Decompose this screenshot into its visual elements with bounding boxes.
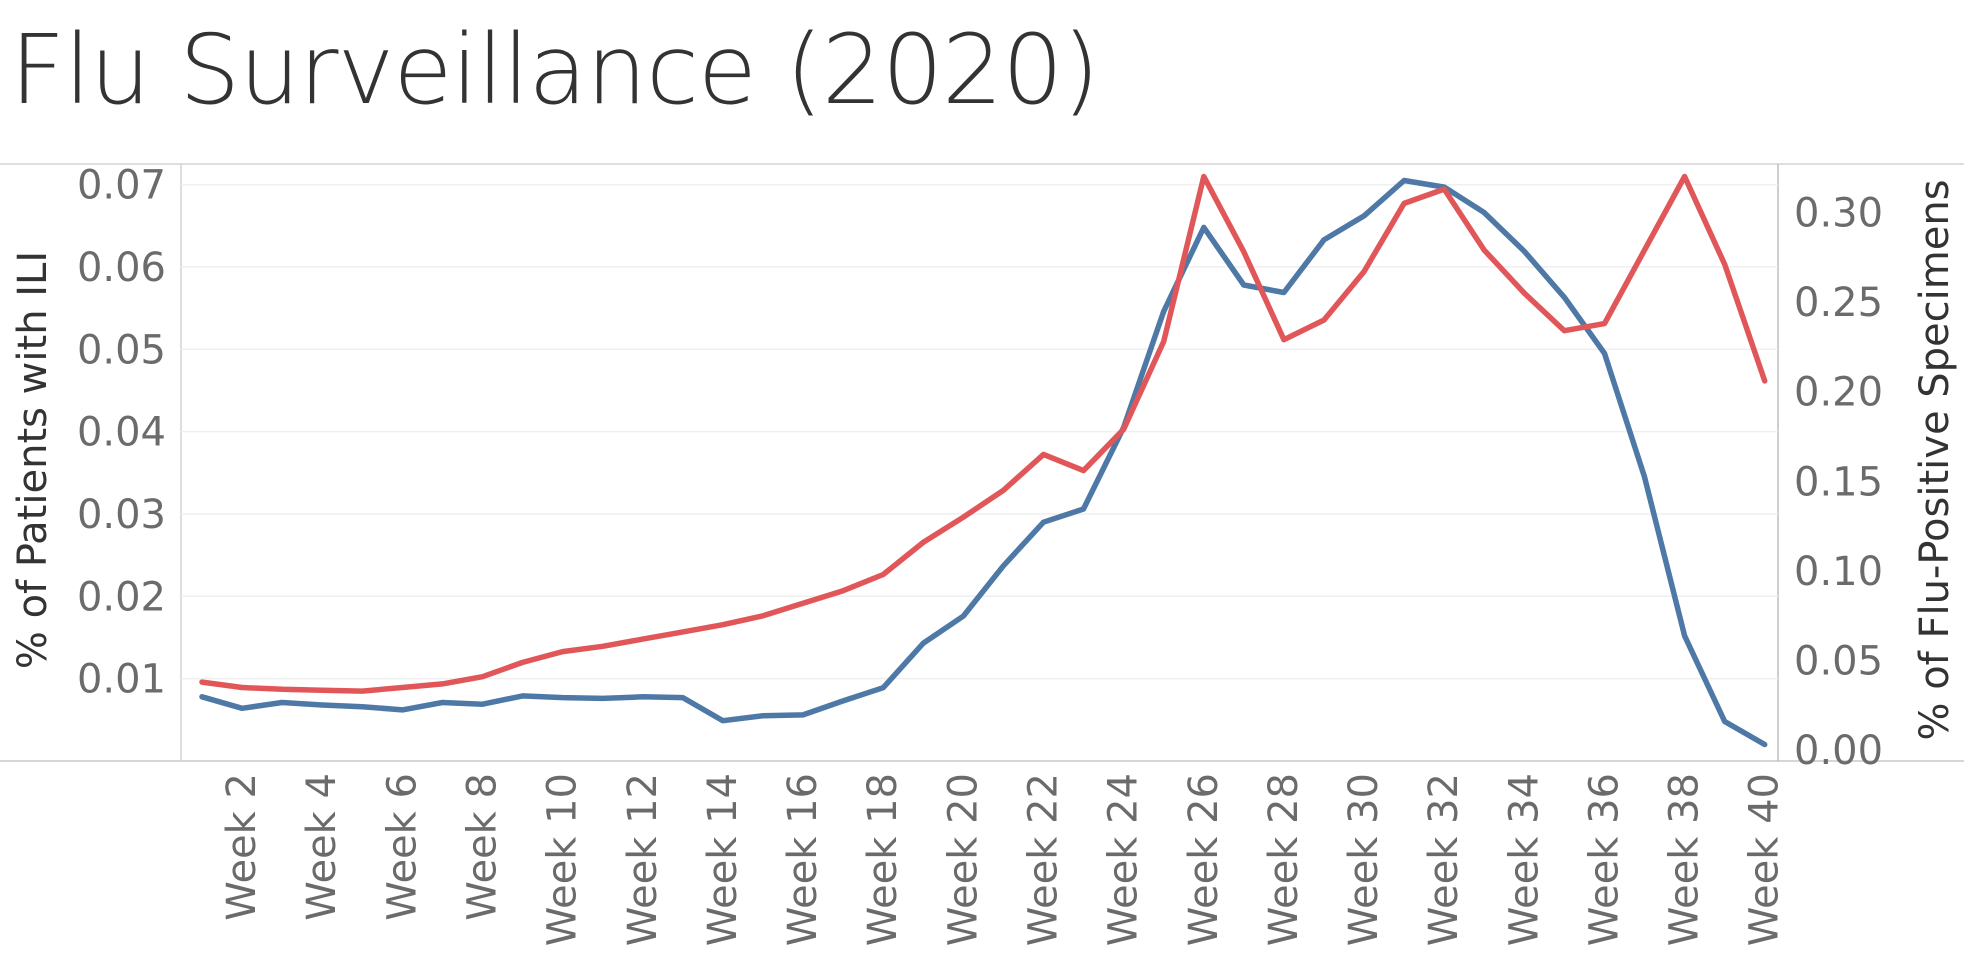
y-tick-label: 0.07 — [77, 163, 166, 209]
chart-title: Flu Surveillance (2020) — [10, 14, 1100, 126]
x-tick-label: Week 10 — [540, 773, 586, 946]
y2-tick-label: 0.30 — [1794, 190, 1883, 236]
x-tick-label: Week 6 — [379, 773, 425, 921]
y2-tick-label: 0.05 — [1794, 639, 1883, 685]
y-tick-label: 0.06 — [77, 245, 166, 291]
flu-positive-specimens-line — [199, 173, 1768, 694]
x-tick-label: Week 30 — [1341, 773, 1387, 946]
x-tick-label: Week 8 — [459, 773, 505, 921]
y2-tick-label: 0.15 — [1794, 459, 1883, 505]
y-tick-label: 0.04 — [77, 410, 166, 456]
y2-tick-label: 0.10 — [1794, 549, 1883, 595]
x-tick-label: Week 34 — [1501, 773, 1547, 946]
y2-tick-label: 0.25 — [1794, 280, 1883, 326]
chart-frame — [0, 163, 1964, 762]
y2-axis-ticks: 0.00 0.05 0.10 0.15 0.20 0.25 0.30 — [1794, 190, 1883, 774]
x-tick-label: Week 24 — [1101, 773, 1147, 946]
y-axis-ticks: 0.01 0.02 0.03 0.04 0.05 0.06 0.07 — [77, 163, 166, 703]
x-tick-label: Week 26 — [1181, 773, 1227, 946]
x-tick-label: Week 22 — [1020, 773, 1066, 946]
y-axis-title: % of Patients with ILI — [10, 251, 56, 669]
x-axis-ticks: Week 2 Week 4 Week 6 Week 8 Week 10 Week 12 We… — [219, 773, 1788, 946]
x-tick-label: Week 14 — [700, 773, 746, 946]
x-tick-label: Week 38 — [1662, 773, 1708, 946]
y2-tick-label: 0.00 — [1794, 728, 1883, 774]
x-tick-label: Week 18 — [860, 773, 906, 946]
x-tick-label: Week 20 — [940, 773, 986, 946]
y-tick-label: 0.01 — [77, 657, 166, 703]
y-tick-label: 0.05 — [77, 327, 166, 373]
x-tick-label: Week 2 — [219, 773, 265, 921]
x-tick-label: Week 36 — [1581, 773, 1627, 946]
y2-axis-title: % of Flu-Positive Specimens — [1912, 179, 1958, 740]
x-tick-label: Week 16 — [780, 773, 826, 946]
x-tick-label: Week 32 — [1421, 773, 1467, 946]
gridlines — [181, 183, 1778, 680]
x-tick-label: Week 40 — [1742, 773, 1788, 946]
y2-tick-label: 0.20 — [1794, 370, 1883, 416]
patients-ili-line — [199, 177, 1768, 748]
x-tick-label: Week 12 — [620, 773, 666, 946]
y-tick-label: 0.02 — [77, 574, 166, 620]
x-tick-label: Week 4 — [299, 773, 345, 921]
series-lines — [199, 173, 1768, 748]
x-tick-label: Week 28 — [1261, 773, 1307, 946]
y-tick-label: 0.03 — [77, 492, 166, 538]
